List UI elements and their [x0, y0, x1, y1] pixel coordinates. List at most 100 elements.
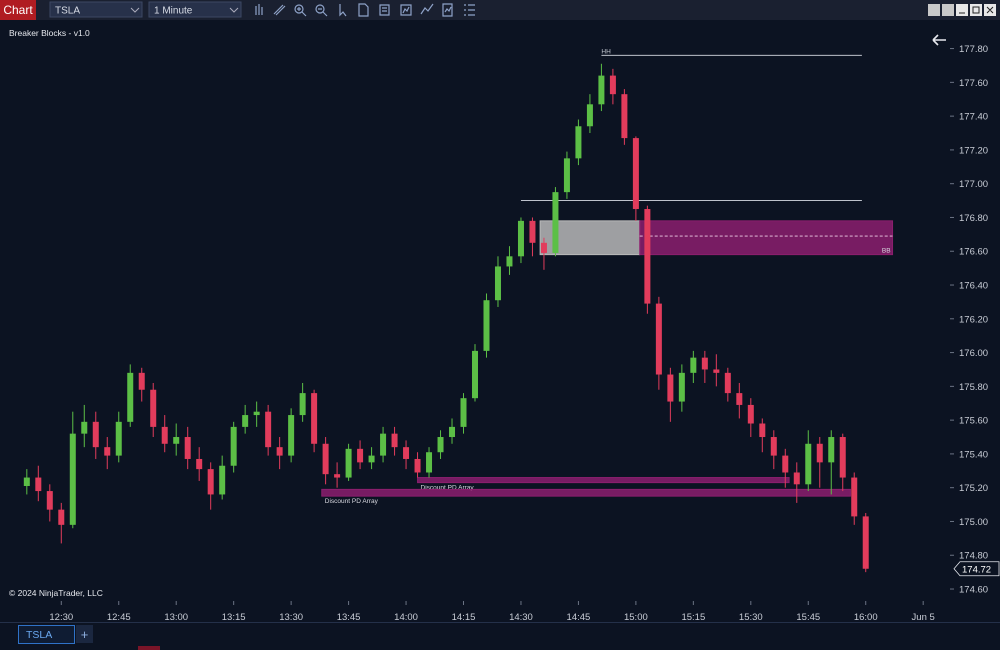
- chart-tab[interactable]: [0, 0, 36, 20]
- toolbar: [0, 0, 1000, 20]
- button-restore[interactable]: [928, 4, 940, 16]
- x-tick-label: 16:00: [854, 612, 878, 623]
- y-tick-label: 176.60: [959, 247, 988, 258]
- y-tick-label: 174.60: [959, 585, 988, 596]
- x-tick-label: 13:45: [337, 612, 361, 623]
- x-tick-label: 14:45: [567, 612, 591, 623]
- candle-body: [472, 350, 478, 399]
- y-tick-label: 175.20: [959, 483, 988, 494]
- x-tick-label: 13:15: [222, 612, 246, 623]
- candle-body: [150, 389, 157, 427]
- candle-body: [115, 421, 122, 456]
- x-tick-label: 12:45: [107, 612, 131, 623]
- candle-body: [586, 104, 593, 127]
- y-tick-label: 176.40: [959, 281, 988, 292]
- candle-body: [759, 423, 766, 438]
- chart-tab-label: Chart: [3, 3, 33, 17]
- candle-body: [851, 477, 858, 517]
- indicators-icon[interactable]: [400, 4, 412, 16]
- data-box-icon[interactable]: [358, 3, 369, 17]
- back-arrow[interactable]: [932, 34, 946, 46]
- y-tick-label: 177.60: [959, 78, 988, 89]
- candle-body: [678, 372, 685, 402]
- x-tick-label: 14:00: [394, 612, 418, 623]
- candle-body: [23, 477, 30, 486]
- template-icon[interactable]: [442, 3, 453, 17]
- candle-body: [368, 455, 375, 463]
- list-icon[interactable]: [464, 4, 475, 16]
- x-tick-label: 13:30: [279, 612, 303, 623]
- candle-body: [414, 458, 421, 473]
- indicator-title: Breaker Blocks - v1.0: [9, 28, 90, 38]
- zoom-out-icon[interactable]: [315, 4, 325, 14]
- candle-body: [690, 357, 697, 373]
- candle-body: [81, 421, 88, 434]
- candle-body: [782, 455, 789, 473]
- instrument-tab[interactable]: [18, 625, 75, 644]
- tab-bar: [0, 622, 1000, 650]
- candle-body: [219, 465, 226, 495]
- draw-icon[interactable]: [273, 4, 286, 16]
- x-tick-label: Jun 5: [912, 612, 935, 623]
- candle-body: [345, 448, 352, 478]
- button-tile[interactable]: [942, 4, 954, 16]
- dropdown-arrow: [130, 7, 140, 13]
- candle-body: [299, 393, 306, 416]
- candle-body: [104, 447, 111, 456]
- candle-body: [862, 516, 869, 569]
- candle-body: [701, 357, 708, 370]
- zone: [417, 477, 790, 484]
- dropdown-arrow: [229, 7, 239, 13]
- candle-body: [184, 437, 191, 459]
- window-buttons: [928, 4, 996, 16]
- candle-body: [632, 138, 639, 210]
- x-tick-label: 13:00: [164, 612, 188, 623]
- candle-body: [437, 437, 444, 453]
- zone-label: Discount PD Array: [421, 485, 475, 492]
- candle-body: [724, 372, 731, 394]
- candle-body: [552, 192, 559, 253]
- candle-body: [391, 433, 398, 448]
- properties-icon[interactable]: [379, 4, 390, 16]
- candle-body: [793, 472, 800, 485]
- x-tick-label: 15:00: [624, 612, 648, 623]
- x-tick-label: 15:15: [681, 612, 705, 623]
- candle-body: [621, 94, 628, 139]
- plot-area: 174.60 174.80 175.00 175.20 175.40 175.60 175.…: [23, 44, 1000, 623]
- instrument-label: TSLA: [55, 6, 80, 17]
- candle-body: [736, 393, 743, 405]
- y-tick-label: 177.40: [959, 112, 988, 123]
- candle-body: [667, 374, 674, 402]
- zoom-in-icon[interactable]: [294, 4, 304, 14]
- add-tab-button[interactable]: [76, 625, 93, 643]
- y-tick-label: 175.00: [959, 517, 988, 528]
- candle-body: [380, 433, 387, 456]
- zone: [639, 220, 894, 256]
- strategy-icon[interactable]: [420, 3, 434, 15]
- y-tick-label: 175.60: [959, 416, 988, 427]
- candle-body: [46, 491, 53, 510]
- instrument-tab-label: TSLA: [26, 629, 52, 641]
- instrument-select[interactable]: [49, 1, 143, 18]
- interval-select[interactable]: [148, 1, 242, 18]
- zone: [321, 488, 851, 497]
- x-tick-label: 15:45: [796, 612, 820, 623]
- candle-body: [161, 426, 168, 444]
- candle-body: [460, 398, 467, 427]
- y-tick-label: 176.00: [959, 348, 988, 359]
- interval-label: 1 Minute: [154, 6, 193, 17]
- button-maximize[interactable]: [970, 4, 982, 16]
- y-tick-label: 175.40: [959, 449, 988, 460]
- bars-icon[interactable]: [255, 4, 263, 15]
- candle-body: [127, 372, 134, 422]
- candle-body: [449, 426, 456, 438]
- candle-body: [805, 443, 812, 485]
- y-tick-label: 176.80: [959, 213, 988, 224]
- candle-body: [644, 209, 651, 304]
- button-minimize[interactable]: [956, 4, 968, 16]
- pointer-icon[interactable]: [339, 4, 347, 17]
- candle-body: [69, 433, 76, 525]
